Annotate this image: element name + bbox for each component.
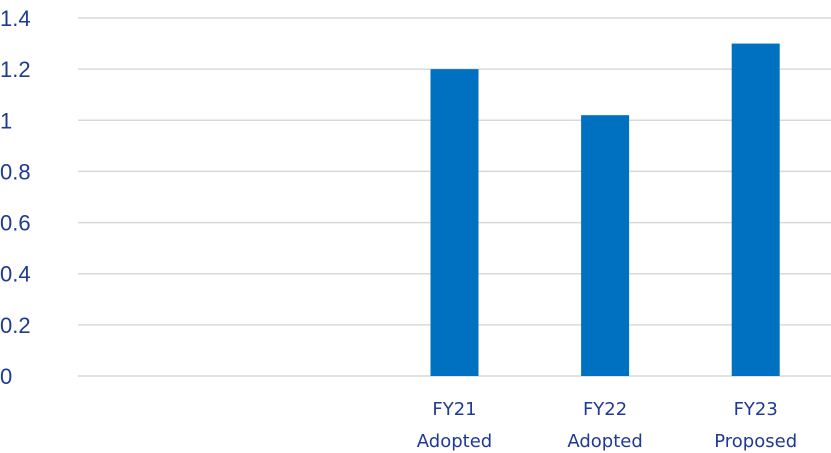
x-tick-label: Adopted (567, 431, 642, 452)
y-tick-label: 0.6 (0, 211, 31, 236)
bar (430, 69, 479, 377)
y-tick-label: 1.2 (0, 57, 31, 82)
y-tick-label: 0 (0, 364, 12, 389)
x-tick-label: Adopted (417, 431, 492, 452)
x-tick-label: Proposed (714, 431, 797, 452)
y-tick-label: 0.2 (0, 313, 31, 338)
bar (581, 115, 630, 377)
x-tick-label: FY21 (432, 399, 476, 420)
x-tick-label: FY23 (734, 399, 778, 420)
y-tick-label: 1 (0, 108, 12, 133)
x-tick-label: FY22 (583, 399, 627, 420)
y-tick-label: 0.8 (0, 159, 31, 184)
bar (731, 43, 780, 376)
y-tick-label: 0.4 (0, 262, 31, 287)
y-tick-label: 1.4 (0, 6, 31, 31)
